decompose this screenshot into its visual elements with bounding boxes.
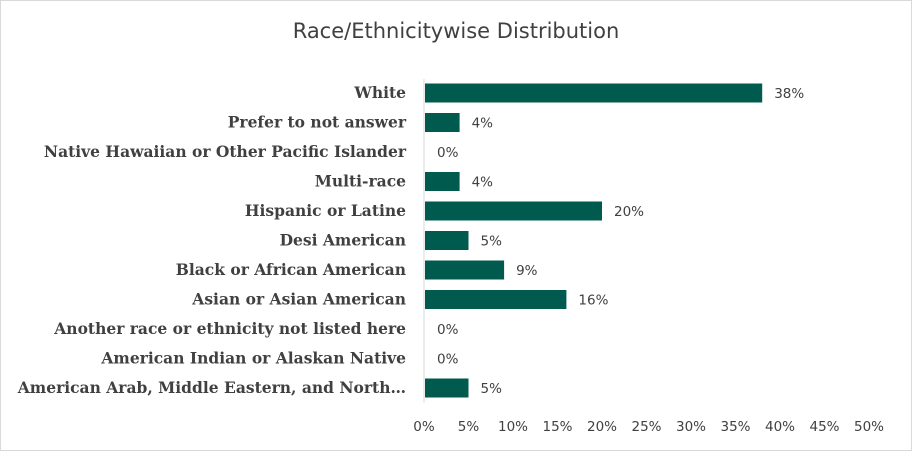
category-label: Desi American [280, 231, 406, 250]
data-label: 16% [578, 293, 608, 309]
bar [425, 201, 602, 221]
x-tick-label: 45% [809, 419, 839, 435]
bar [425, 260, 505, 280]
x-tick-label: 15% [542, 419, 572, 435]
data-label: 0% [437, 352, 459, 368]
category-label: Another race or ethnicity not listed her… [53, 319, 406, 338]
category-label: American Arab, Middle Eastern, and North… [17, 378, 406, 397]
bar [425, 113, 460, 132]
data-label: 38% [774, 86, 804, 102]
x-tick-label: 50% [854, 419, 884, 435]
x-tick-label: 35% [720, 419, 750, 435]
data-label: 20% [614, 204, 644, 220]
category-label: Multi-race [315, 172, 406, 191]
x-tick-label: 40% [765, 419, 795, 435]
x-tick-label: 25% [631, 419, 661, 435]
x-tick-label: 0% [413, 419, 435, 435]
x-tick-label: 20% [587, 419, 617, 435]
chart-title: Race/Ethnicitywise Distribution [292, 19, 620, 43]
bar [425, 231, 469, 250]
category-label: Hispanic or Latine [245, 201, 406, 220]
category-label: American Indian or Alaskan Native [100, 349, 406, 368]
category-label: White [353, 83, 406, 102]
data-label: 0% [437, 145, 459, 161]
data-label: 4% [472, 116, 494, 132]
data-label: 4% [472, 175, 494, 191]
category-label: Native Hawaiian or Other Pacific Islande… [44, 142, 407, 161]
bar [425, 172, 460, 191]
x-tick-label: 10% [498, 419, 528, 435]
data-label: 0% [437, 322, 459, 338]
data-label: 5% [481, 381, 503, 397]
bar [425, 378, 469, 398]
x-tick-label: 5% [458, 419, 480, 435]
data-label: 9% [516, 263, 538, 279]
x-tick-label: 30% [676, 419, 706, 435]
bar [425, 290, 567, 309]
category-label: Prefer to not answer [228, 113, 407, 132]
category-label: Asian or Asian American [191, 290, 406, 309]
category-label: Black or African American [176, 260, 406, 279]
data-label: 5% [481, 234, 503, 250]
bar [425, 83, 763, 103]
